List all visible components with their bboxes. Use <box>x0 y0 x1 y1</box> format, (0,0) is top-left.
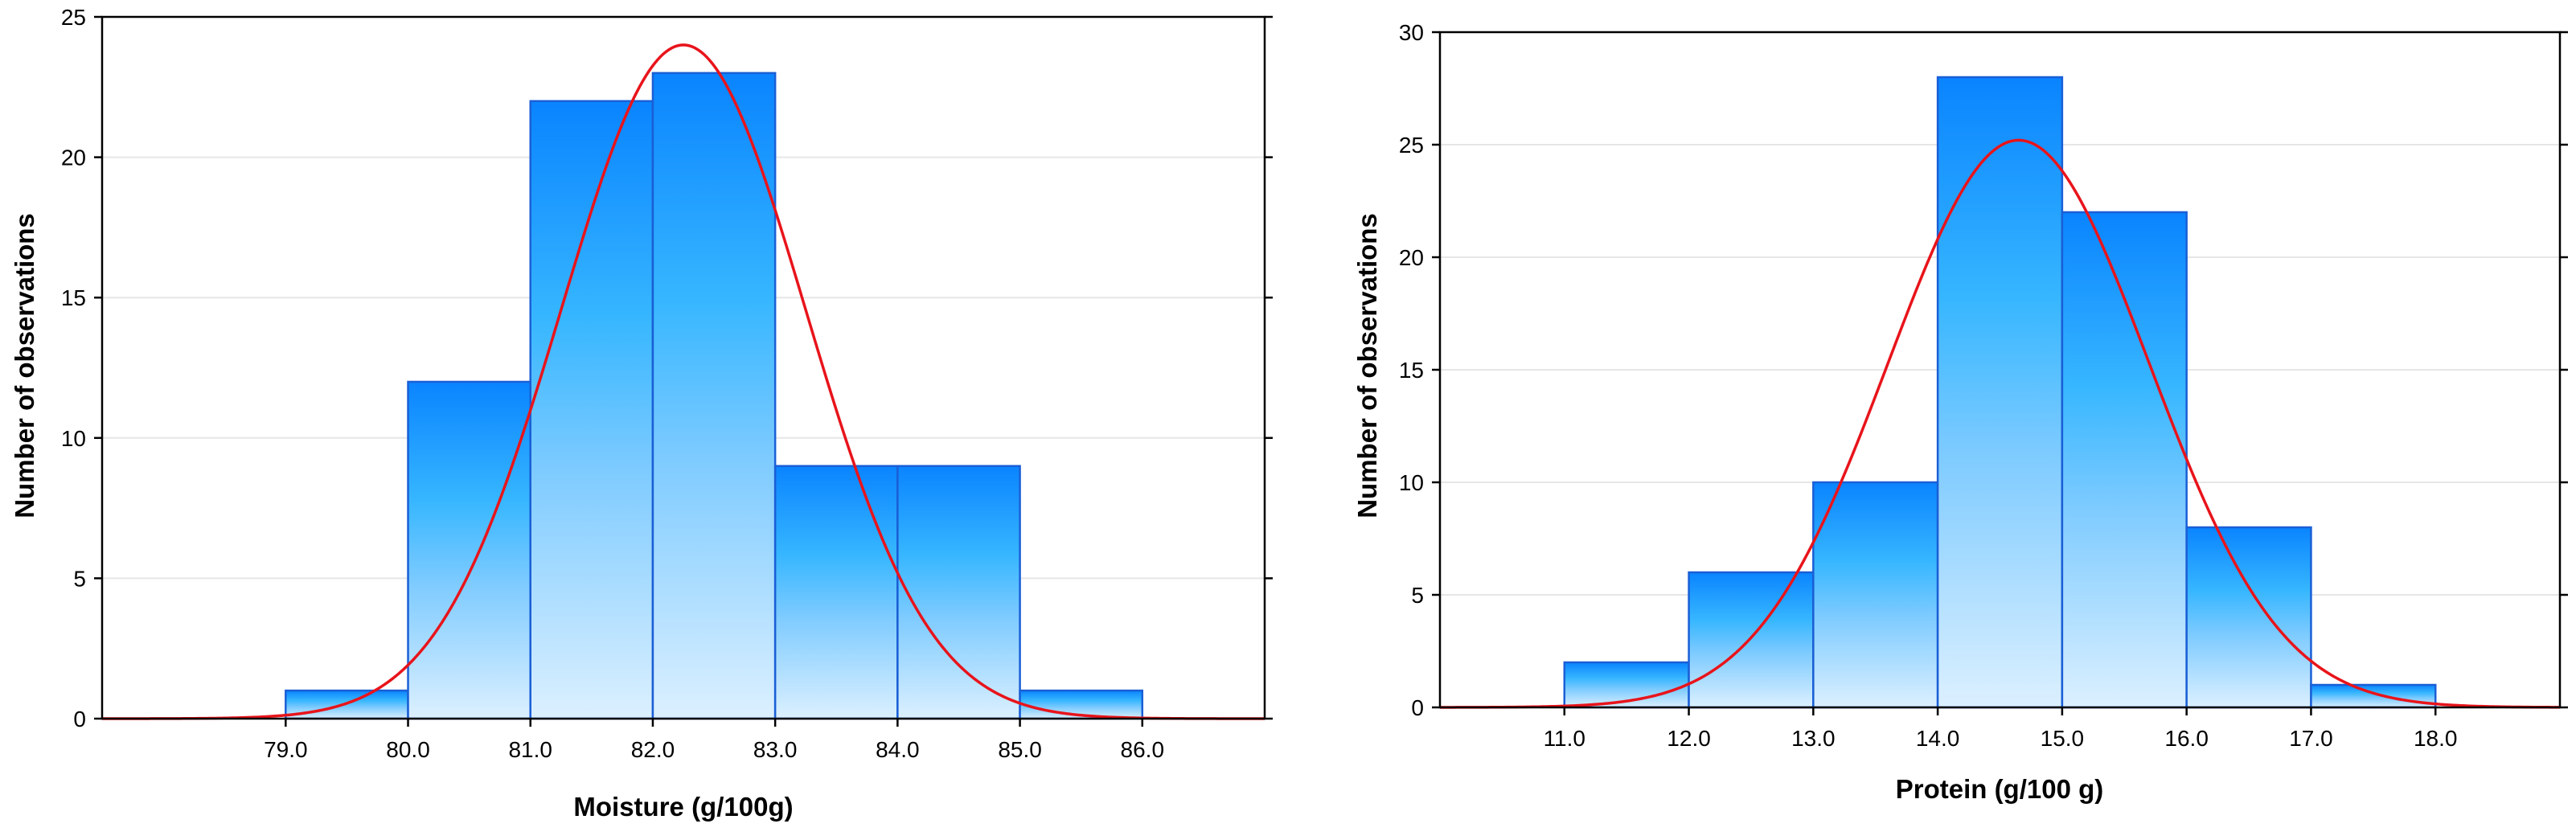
x-tick-label: 11.0 <box>1544 726 1585 751</box>
histogram-bar <box>773 465 899 720</box>
x-axis-title: Moisture (g/100g) <box>573 792 793 822</box>
histogram-bar <box>529 100 654 720</box>
y-tick-label: 5 <box>1411 583 1424 608</box>
x-tick-label: 15.0 <box>2041 726 2085 751</box>
histogram-bar <box>896 465 1021 720</box>
histogram-bar <box>407 380 531 720</box>
histogram-bar <box>1936 76 2064 709</box>
normal-fit-curve <box>1440 138 2561 709</box>
y-tick-label: 10 <box>1399 470 1424 495</box>
histogram-bar <box>2310 683 2437 709</box>
y-tick-label: 5 <box>73 566 86 591</box>
x-tick-label: 83.0 <box>753 737 798 762</box>
y-tick-label: 10 <box>61 426 86 451</box>
y-tick-label: 15 <box>61 285 86 310</box>
x-tick-label: 84.0 <box>876 737 920 762</box>
normal-fit-curve <box>102 43 1265 720</box>
histogram-bar <box>1812 481 1939 709</box>
histogram-bar <box>2061 211 2188 709</box>
y-axis-title: Number of observations <box>1352 213 1382 518</box>
x-tick-label: 80.0 <box>386 737 430 762</box>
x-tick-label: 82.0 <box>631 737 675 762</box>
x-axis-title: Protein (g/100 g) <box>1896 774 2104 804</box>
histogram-bar <box>2185 526 2312 709</box>
y-tick-label: 0 <box>1411 695 1424 720</box>
x-tick-label: 85.0 <box>998 737 1042 762</box>
histogram-bar <box>651 72 777 720</box>
y-tick-label: 20 <box>61 145 86 170</box>
x-tick-label: 79.0 <box>264 737 308 762</box>
x-tick-label: 81.0 <box>508 737 552 762</box>
y-tick-label: 30 <box>1399 20 1424 45</box>
x-tick-label: 18.0 <box>2414 726 2458 751</box>
x-tick-label: 12.0 <box>1667 726 1711 751</box>
protein-histogram: Number of observations Protein (g/100 g)… <box>1352 20 2568 804</box>
moisture-histogram: Number of observations Moisture (g/100g)… <box>10 5 1273 822</box>
x-tick-label: 13.0 <box>1791 726 1836 751</box>
y-tick-label: 20 <box>1399 245 1424 270</box>
y-tick-label: 15 <box>1399 358 1424 383</box>
x-tick-label: 14.0 <box>1916 726 1960 751</box>
histogram-bar <box>1688 571 1815 709</box>
plot-frame <box>100 15 1266 720</box>
x-tick-label: 86.0 <box>1121 737 1165 762</box>
y-axis-title: Number of observations <box>10 213 39 518</box>
x-tick-label: 17.0 <box>2289 726 2333 751</box>
y-tick-label: 0 <box>73 707 86 732</box>
y-tick-label: 25 <box>61 5 86 30</box>
x-tick-label: 16.0 <box>2164 726 2209 751</box>
y-tick-label: 25 <box>1399 133 1424 158</box>
